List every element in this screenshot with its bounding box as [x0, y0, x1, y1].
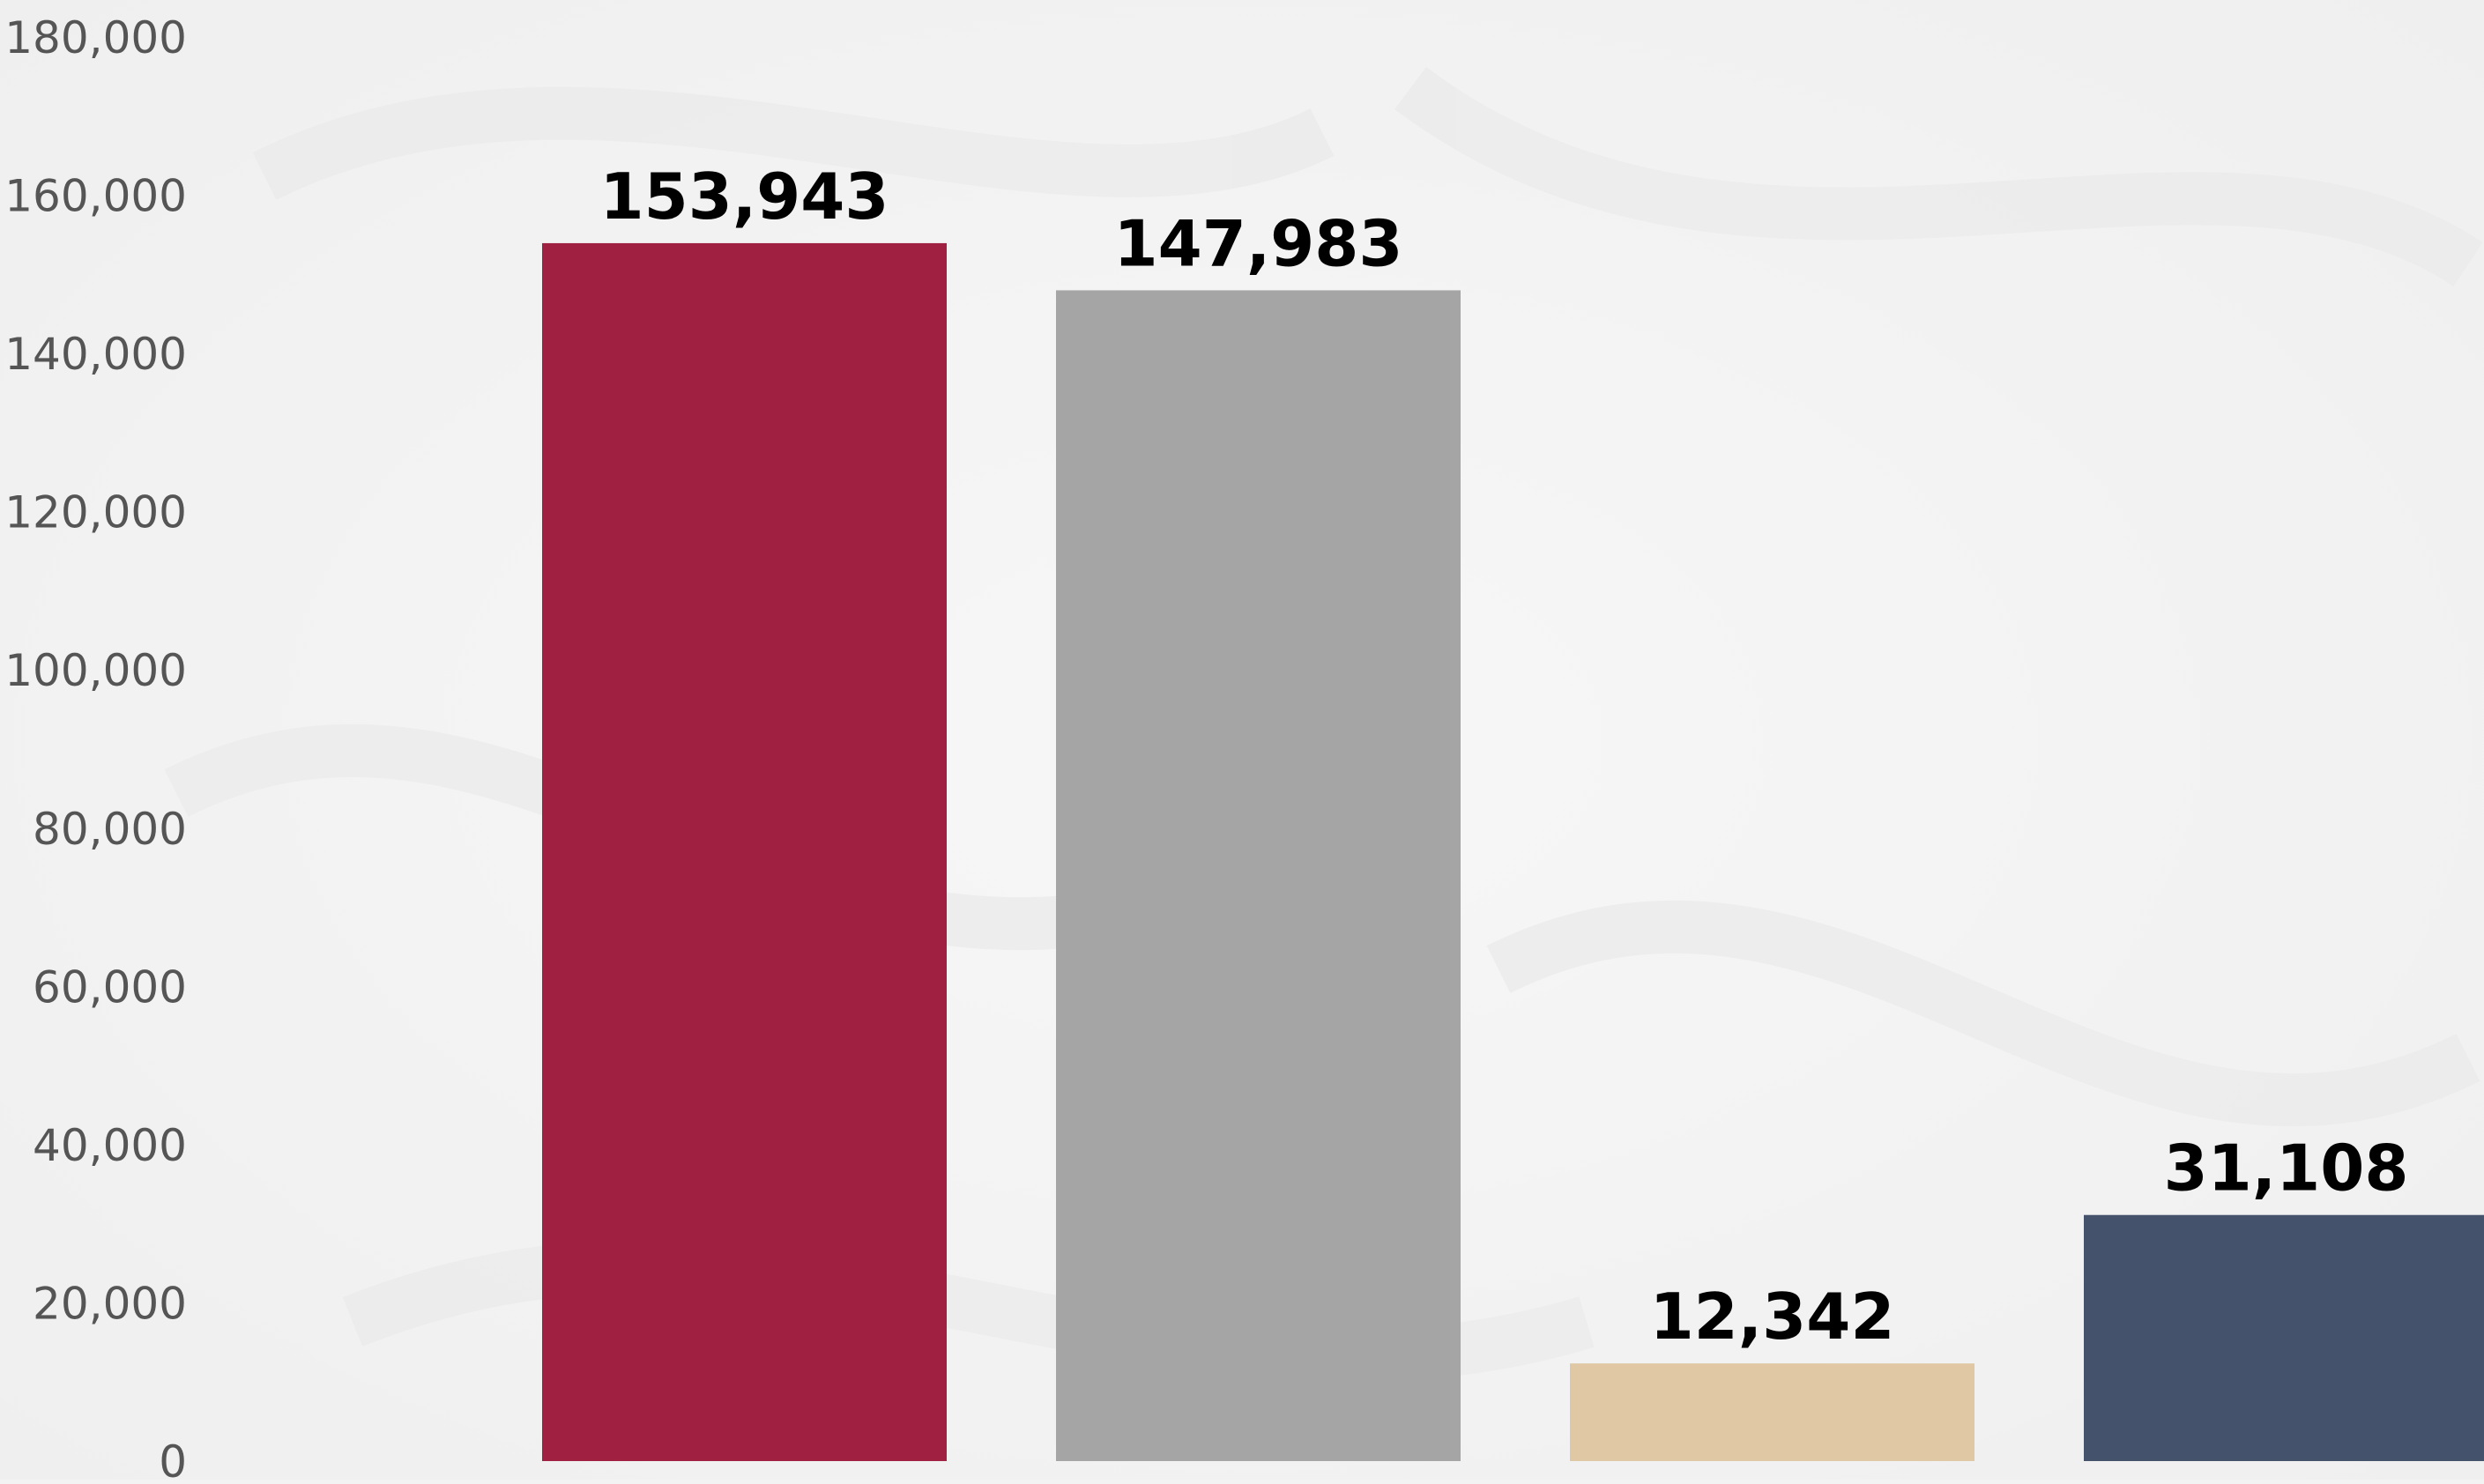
y-axis: 0 20,000 40,000 60,000 80,000 100,000 120,000 1… [4, 12, 187, 1484]
bar [1570, 1363, 1975, 1461]
y-tick-label: 60,000 [33, 961, 187, 1013]
bar-value-label: 153,943 [600, 160, 889, 234]
y-tick-label: 20,000 [33, 1278, 187, 1329]
bar-value-label: 31,108 [2164, 1132, 2409, 1206]
y-tick-label: 80,000 [33, 804, 187, 855]
y-tick-label: 40,000 [33, 1120, 187, 1171]
y-tick-label: 100,000 [4, 645, 187, 696]
bar [2084, 1214, 2484, 1461]
y-tick-label: 180,000 [4, 12, 187, 63]
y-tick-label: 0 [159, 1436, 187, 1480]
y-tick-label: 120,000 [4, 487, 187, 538]
value-labels-group: 153,943 147,983 12,342 31,108 [600, 160, 2409, 1354]
bar-value-label: 147,983 [1114, 206, 1403, 280]
bars-group [542, 242, 2484, 1461]
bar [542, 242, 947, 1461]
y-tick-label: 140,000 [4, 329, 187, 380]
y-tick-label: 160,000 [4, 171, 187, 222]
bar [1056, 290, 1461, 1461]
bar-value-label: 12,342 [1650, 1280, 1895, 1354]
